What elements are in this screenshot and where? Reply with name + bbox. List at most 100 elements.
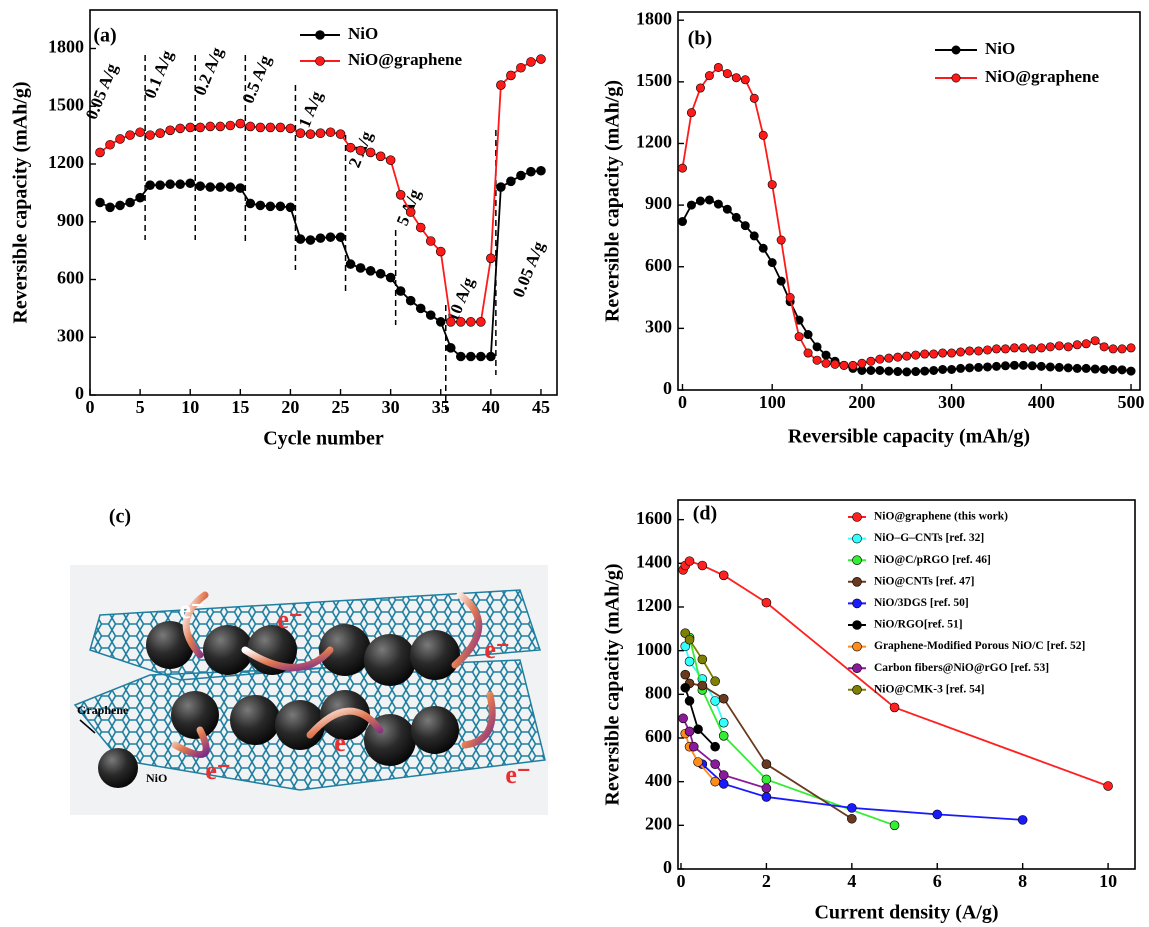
electron-label: e⁻	[484, 635, 509, 664]
y-tick-label: 900	[645, 193, 672, 213]
data-point	[175, 179, 185, 190]
data-point	[536, 165, 546, 176]
data-point	[255, 200, 266, 211]
data-point	[677, 217, 687, 227]
y-tick-label: 1500	[636, 70, 672, 90]
legend-label: NiO@CNTs [ref. 47]	[874, 575, 974, 587]
data-point	[1009, 343, 1019, 353]
data-point	[684, 656, 695, 667]
y-tick-label: 1200	[636, 132, 672, 152]
data-point	[758, 243, 768, 253]
data-point	[1117, 344, 1127, 354]
data-point	[1108, 364, 1118, 374]
data-point	[749, 93, 759, 103]
data-point	[1000, 344, 1010, 354]
y-tick-label: 1800	[636, 8, 672, 28]
data-point	[486, 351, 496, 362]
x-tick-label: 45	[532, 397, 550, 417]
data-point	[335, 129, 346, 139]
data-point	[830, 359, 840, 369]
data-point	[761, 597, 772, 608]
data-point	[1063, 342, 1073, 352]
data-point	[395, 286, 406, 296]
data-point	[693, 724, 703, 735]
data-point	[680, 682, 691, 693]
data-point	[476, 351, 486, 362]
data-point	[902, 367, 912, 377]
x-tick-label: 30	[382, 397, 400, 417]
nio-particles	[98, 621, 460, 788]
data-point	[335, 232, 346, 242]
data-point	[1099, 364, 1109, 374]
data-point	[794, 332, 804, 342]
legend-marker	[951, 73, 961, 83]
legend-marker	[852, 663, 862, 674]
x-tick-label: 8	[1018, 871, 1027, 891]
data-point	[749, 231, 759, 241]
legend-marker	[852, 620, 862, 630]
x-tick-label: 35	[432, 397, 450, 417]
data-point	[704, 195, 714, 205]
data-point	[345, 142, 356, 153]
data-point	[812, 355, 822, 365]
y-tick-label: 1200	[636, 595, 672, 615]
data-point	[678, 713, 688, 724]
data-point	[496, 80, 506, 90]
data-point	[355, 145, 366, 156]
data-point	[889, 702, 900, 713]
data-point	[506, 70, 516, 81]
data-point	[325, 127, 336, 138]
data-point	[761, 783, 772, 794]
y-tick-label: 200	[645, 813, 672, 833]
legend-label: NiO@CMK-3 [ref. 54]	[874, 683, 984, 695]
data-point	[740, 75, 750, 85]
data-point	[1017, 815, 1028, 825]
x-tick-label: 200	[848, 392, 875, 412]
data-point	[245, 198, 256, 209]
data-point	[1126, 366, 1136, 376]
data-point	[1036, 361, 1046, 371]
legend-label: NiO/RGO[ref. 51]	[874, 619, 963, 631]
data-point	[974, 346, 984, 356]
data-point	[526, 57, 536, 67]
data-point	[105, 202, 115, 213]
data-point	[275, 201, 286, 212]
y-axis-title: Reversible capacity (mAh/g)	[602, 563, 624, 805]
data-point	[1090, 364, 1100, 374]
legend-marker	[852, 641, 862, 652]
x-tick-label: 25	[332, 397, 350, 417]
series-line	[99, 169, 542, 358]
data-point	[1000, 361, 1010, 371]
chart-panel: 0 2 4 6 8 10 0 200 400 600 800 1000 1200 1400 1600 Curr…	[602, 499, 1136, 924]
x-tick-label: 2	[762, 871, 771, 891]
data-point	[932, 809, 943, 820]
data-point	[1027, 344, 1037, 354]
data-point	[365, 147, 376, 158]
data-point	[476, 317, 486, 327]
data-point	[305, 129, 316, 139]
data-point	[710, 776, 720, 787]
data-point	[265, 201, 276, 212]
data-point	[1117, 365, 1127, 375]
y-tick-label: 0	[663, 857, 672, 877]
electron-arrows	[171, 591, 496, 758]
legend-marker	[951, 45, 961, 55]
y-axis-title: Reversible capacity (mAh/g)	[10, 81, 32, 323]
data-point	[1099, 342, 1109, 352]
data-point	[982, 362, 992, 372]
y-tick-label: 0	[75, 383, 84, 403]
y-tick-label: 600	[645, 255, 672, 275]
data-point	[1045, 342, 1055, 352]
rate-label: 1 A/g	[295, 88, 327, 130]
data-point	[875, 354, 885, 364]
data-point	[506, 176, 516, 187]
data-point	[866, 356, 876, 366]
y-tick-label: 300	[57, 325, 84, 345]
y-tick-label: 1600	[636, 508, 672, 528]
y-axis-title: Reversible capacity (mAh/g)	[602, 80, 624, 322]
data-point	[295, 234, 306, 244]
legend-label: NiO@graphene	[985, 67, 1099, 86]
x-axis-title: Reversible capacity (mAh/g)	[788, 426, 1030, 448]
data-point	[718, 731, 729, 741]
